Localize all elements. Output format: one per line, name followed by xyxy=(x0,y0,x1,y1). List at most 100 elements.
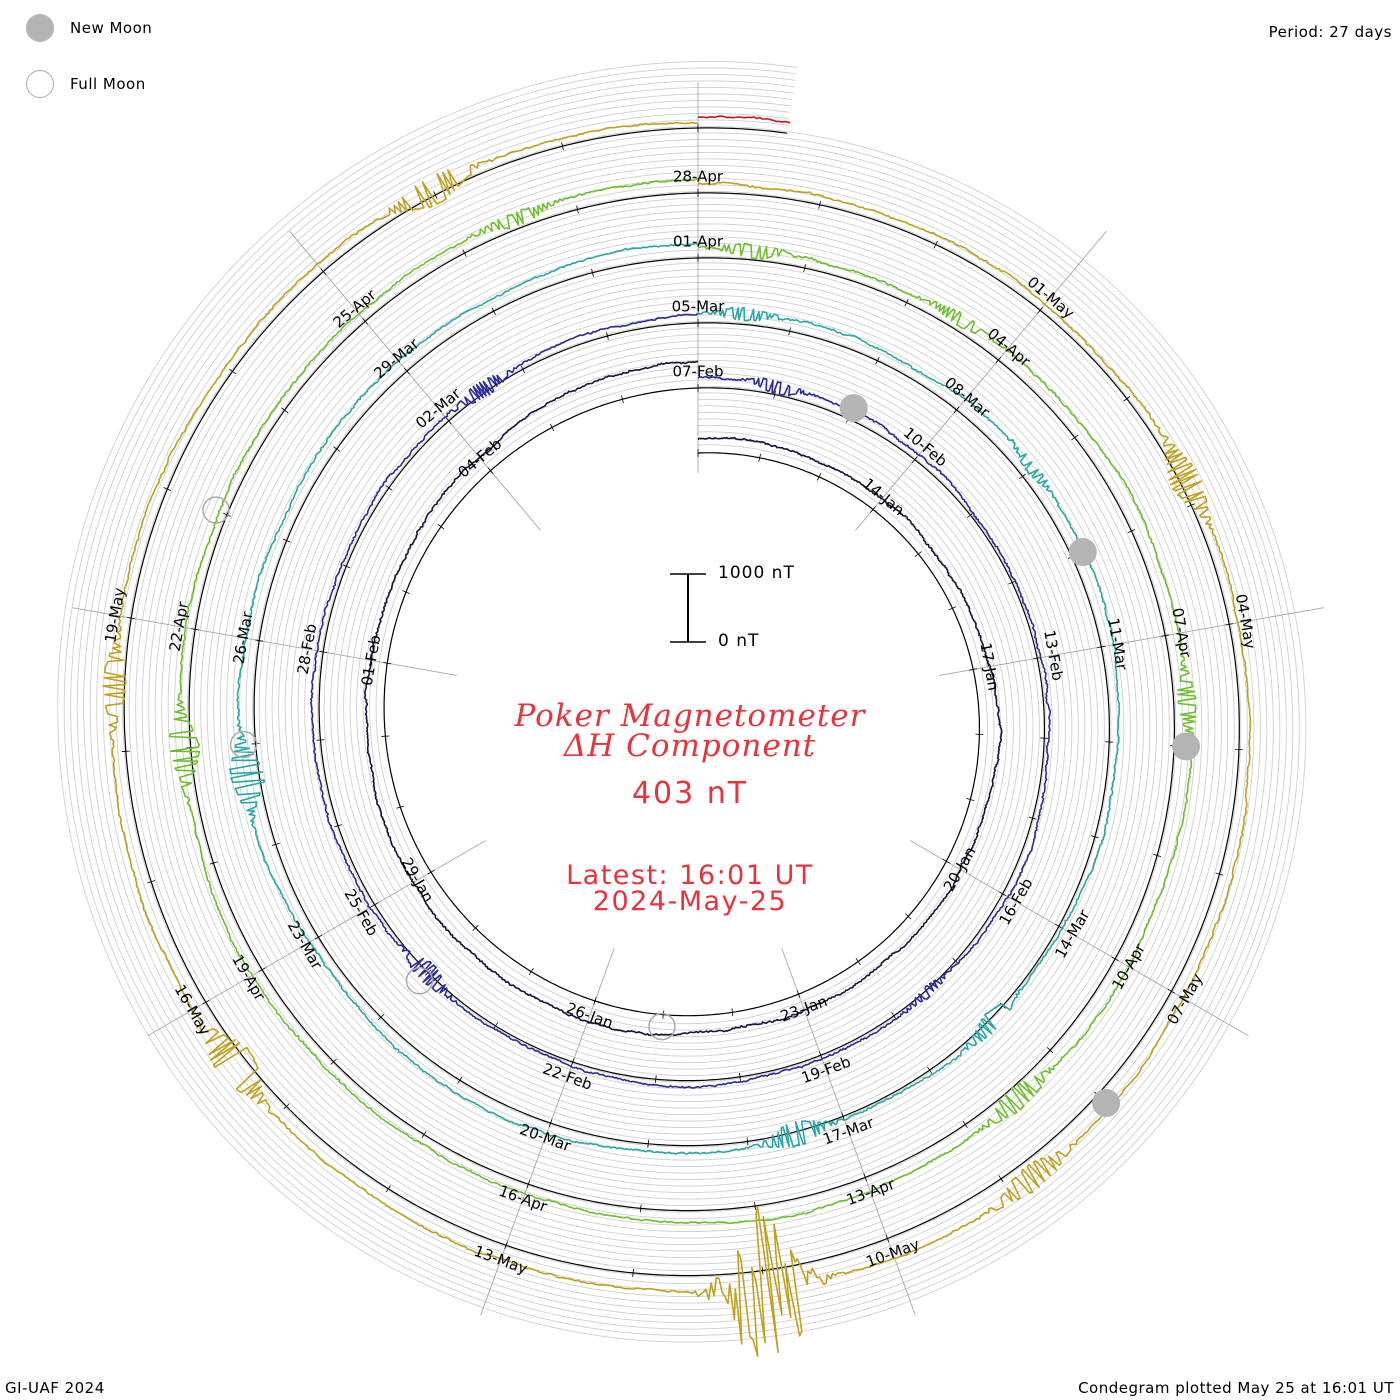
radial-spoke xyxy=(939,607,1324,676)
date-label: 19-May xyxy=(101,586,128,644)
day-tick xyxy=(803,264,806,273)
date-label: 16-May xyxy=(171,981,214,1038)
day-tick xyxy=(1046,1047,1054,1054)
date-label: 01-May xyxy=(1024,273,1078,323)
day-tick xyxy=(202,999,210,1005)
day-tick xyxy=(314,934,323,940)
day-tick xyxy=(1127,529,1136,533)
day-tick xyxy=(223,512,231,517)
day-tick xyxy=(933,240,938,249)
date-label: 07-May xyxy=(1163,970,1206,1027)
latest-date: 2024-May-25 xyxy=(592,886,788,917)
date-label: 28-Apr xyxy=(673,168,724,186)
day-tick xyxy=(593,997,597,1005)
day-tick xyxy=(402,590,410,595)
day-tick xyxy=(491,307,496,315)
day-tick xyxy=(639,1204,642,1213)
day-tick xyxy=(621,395,624,404)
day-tick xyxy=(1161,634,1170,637)
day-tick xyxy=(654,1075,657,1084)
date-label: 05-Mar xyxy=(672,298,726,316)
date-label: 23-Jan xyxy=(778,992,830,1025)
day-tick xyxy=(966,797,975,802)
date-label: 04-May xyxy=(1232,593,1259,651)
day-tick xyxy=(281,407,289,413)
day-tick xyxy=(1055,923,1063,929)
spiral-gridline xyxy=(102,106,1261,1298)
legend-full-moon: Full Moon xyxy=(26,70,146,98)
day-tick xyxy=(1123,396,1131,402)
date-label: 22-Apr xyxy=(166,599,193,652)
day-tick xyxy=(258,967,266,973)
day-tick xyxy=(758,453,761,462)
day-tick xyxy=(818,200,821,209)
day-tick xyxy=(739,1072,741,1081)
spiral-gridline xyxy=(70,73,1294,1330)
day-tick xyxy=(632,1268,635,1277)
full-moon-marker xyxy=(202,496,230,524)
day-tick xyxy=(282,538,291,543)
date-label: 16-Feb xyxy=(995,875,1036,928)
day-tick xyxy=(385,485,393,491)
day-tick xyxy=(914,551,922,557)
day-tick xyxy=(662,1010,665,1019)
full-moon-marker xyxy=(648,1012,676,1041)
day-tick xyxy=(561,142,564,151)
day-tick xyxy=(891,1012,897,1020)
spiral-gridline xyxy=(57,60,1307,1343)
day-tick xyxy=(571,1058,575,1066)
day-tick xyxy=(998,1175,1004,1183)
full-moon-marker xyxy=(229,730,258,759)
day-tick xyxy=(371,902,379,908)
day-tick xyxy=(1187,503,1195,508)
day-tick xyxy=(383,662,392,665)
series-line xyxy=(310,312,1051,1089)
day-tick xyxy=(229,368,236,375)
date-label: 10-Apr xyxy=(1108,940,1149,993)
date-label: 28-Feb xyxy=(294,622,321,675)
day-tick xyxy=(330,1058,337,1065)
day-tick xyxy=(147,880,156,884)
full-moon-marker xyxy=(405,967,434,995)
day-tick xyxy=(472,924,479,931)
day-tick xyxy=(788,327,791,336)
series-line xyxy=(697,115,791,124)
new-moon-marker xyxy=(1068,538,1097,567)
date-label: 11-Mar xyxy=(1104,616,1131,672)
day-tick xyxy=(487,467,494,475)
day-tick xyxy=(377,1014,385,1021)
day-tick xyxy=(1225,623,1234,626)
day-tick xyxy=(966,512,974,518)
day-tick xyxy=(421,1130,427,1139)
day-tick xyxy=(362,318,369,325)
full-moon-icon xyxy=(26,70,54,98)
day-tick xyxy=(754,1201,756,1210)
day-tick xyxy=(1090,835,1099,839)
day-tick xyxy=(863,1173,867,1182)
credit-label: GI-UAF 2024 xyxy=(5,1379,105,1397)
day-tick xyxy=(927,1066,933,1074)
day-tick xyxy=(576,205,579,214)
radial-spoke xyxy=(72,607,457,676)
day-tick xyxy=(761,1266,764,1275)
new-moon-marker xyxy=(839,394,868,423)
date-label: 29-Mar xyxy=(370,334,423,382)
day-tick xyxy=(904,298,909,307)
scale-bottom-label: 0 nT xyxy=(718,631,760,651)
day-tick xyxy=(998,891,1007,897)
series-line xyxy=(168,178,1197,1225)
day-tick xyxy=(504,1241,508,1250)
day-tick xyxy=(271,842,280,846)
day-tick xyxy=(319,650,328,654)
current-value: 403 nT xyxy=(631,776,749,811)
day-tick xyxy=(333,446,341,452)
date-label: 07-Feb xyxy=(672,363,723,381)
date-label: 14-Mar xyxy=(1051,906,1093,961)
day-tick xyxy=(433,191,438,199)
series-line xyxy=(102,121,1252,1357)
plotted-label: Condegram plotted May 25 at 16:01 UT xyxy=(1078,1379,1394,1397)
day-tick xyxy=(1167,988,1176,994)
latest-time: Latest: 16:01 UT xyxy=(566,860,814,891)
day-tick xyxy=(952,957,959,965)
